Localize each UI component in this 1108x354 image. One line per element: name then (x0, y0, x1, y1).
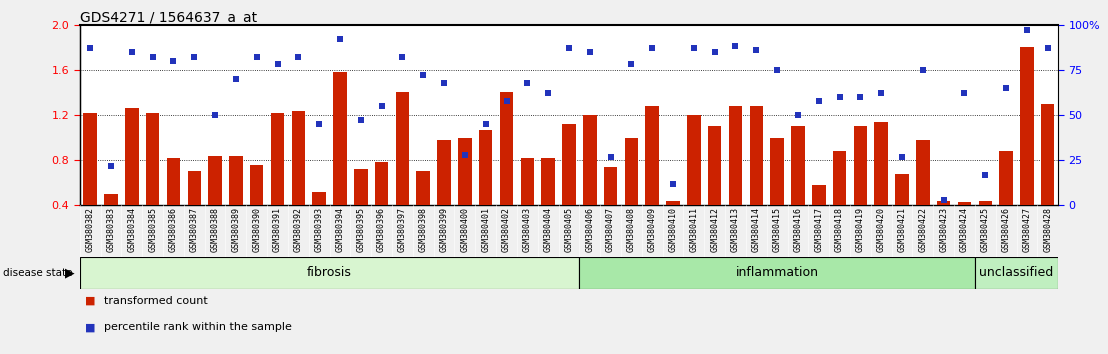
Bar (812, 185, 825, 205)
Bar (729, 106, 742, 205)
Bar (916, 140, 930, 205)
Bar (853, 126, 868, 205)
Bar (187, 171, 201, 205)
Bar (562, 124, 576, 205)
Text: fibrosis: fibrosis (307, 266, 352, 279)
Bar (270, 113, 285, 205)
Bar (978, 201, 992, 205)
Text: transformed count: transformed count (104, 296, 208, 306)
Bar (334, 72, 347, 205)
Text: inflammation: inflammation (736, 266, 819, 279)
Bar (417, 171, 430, 205)
Bar (375, 162, 389, 205)
Text: percentile rank within the sample: percentile rank within the sample (104, 322, 293, 332)
Bar (125, 108, 138, 205)
Bar (583, 115, 596, 205)
Bar (1042, 104, 1055, 205)
Bar (355, 169, 368, 205)
Bar (312, 192, 326, 205)
Text: disease state: disease state (3, 268, 73, 278)
Bar (250, 165, 264, 205)
Bar (104, 194, 117, 205)
Text: ▶: ▶ (64, 266, 74, 279)
Bar (604, 167, 617, 205)
Bar (874, 122, 888, 205)
Bar (479, 130, 492, 205)
Bar (791, 126, 804, 205)
Bar (542, 158, 555, 205)
Bar (83, 113, 96, 205)
Bar (749, 106, 763, 205)
Bar (999, 151, 1013, 205)
Bar (458, 138, 472, 205)
Bar (80, 257, 579, 289)
Bar (521, 158, 534, 205)
Bar (146, 113, 160, 205)
Text: GDS4271 / 1564637_a_at: GDS4271 / 1564637_a_at (80, 11, 257, 25)
Bar (770, 138, 783, 205)
Bar (666, 201, 680, 205)
Bar (833, 151, 847, 205)
Bar (229, 156, 243, 205)
Bar (500, 92, 513, 205)
Text: ■: ■ (85, 322, 95, 332)
Bar (957, 202, 972, 205)
Bar (166, 158, 181, 205)
Bar (396, 92, 409, 205)
Bar (1020, 47, 1034, 205)
Bar (646, 106, 659, 205)
Bar (579, 257, 975, 289)
Bar (208, 156, 222, 205)
Text: unclassified: unclassified (979, 266, 1054, 279)
Bar (975, 257, 1058, 289)
Bar (291, 110, 305, 205)
Bar (687, 115, 700, 205)
Bar (438, 140, 451, 205)
Bar (937, 201, 951, 205)
Bar (895, 174, 909, 205)
Text: ■: ■ (85, 296, 95, 306)
Bar (625, 138, 638, 205)
Bar (708, 126, 721, 205)
